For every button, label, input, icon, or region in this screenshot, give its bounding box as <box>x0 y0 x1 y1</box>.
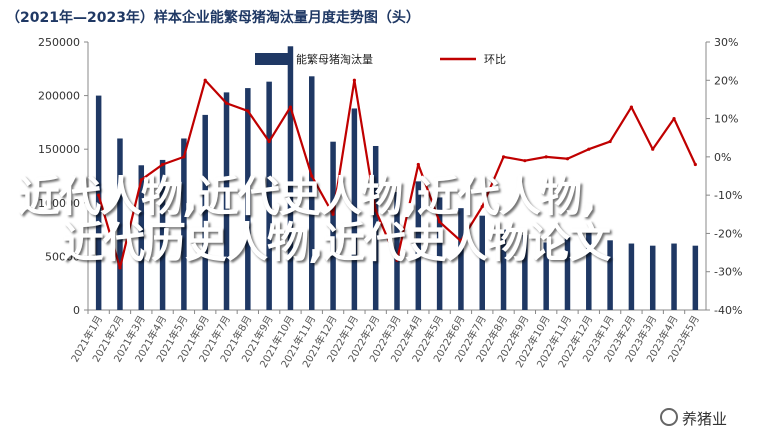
bar <box>628 243 635 310</box>
overlay-text-line-2: 近代历史人物,近代史人物论文 <box>62 218 611 267</box>
chart-title: （2021年—2023年）样本企业能繁母猪淘汰量月度走势图（头） <box>6 9 420 26</box>
line-point <box>395 258 399 262</box>
line-point <box>118 266 122 270</box>
line-point <box>501 155 506 159</box>
bar <box>415 181 422 310</box>
line-point <box>374 208 378 213</box>
bar <box>159 159 166 310</box>
bar <box>607 240 613 310</box>
left-tick-label: 150000 <box>38 143 80 156</box>
line-point <box>267 139 271 144</box>
right-tick-label: 20% <box>714 74 738 87</box>
bar-series <box>95 46 699 311</box>
line-point <box>565 157 570 161</box>
line-point <box>182 155 186 159</box>
x-axis-ticks: 2021年1月2021年2月2021年3月2021年4月2021年5月2021年… <box>68 310 702 370</box>
legend-swatch-bar <box>255 53 289 65</box>
right-tick-label: -40% <box>714 304 742 317</box>
bar <box>692 245 699 310</box>
bar <box>287 46 294 311</box>
line-point <box>331 212 335 216</box>
bar <box>479 215 485 310</box>
right-tick-label: -30% <box>714 266 742 279</box>
bar <box>649 245 656 310</box>
left-axis-ticks: 0 50000 100000 150000 200000 250000 <box>38 36 88 317</box>
line-point <box>246 109 250 113</box>
line-point <box>97 193 101 197</box>
line-point <box>416 162 420 167</box>
line-point <box>629 105 634 109</box>
wechat-icon <box>660 408 678 426</box>
overlay-text-line-1: 近代人物,近代史人物,近代人物, <box>18 172 597 221</box>
legend-label-line: 环比 <box>484 53 506 66</box>
bar <box>117 138 123 310</box>
watermark-text: 养猪业 <box>682 410 728 428</box>
line-point <box>310 174 314 178</box>
bar <box>351 108 358 311</box>
line-point <box>352 78 356 82</box>
line-point <box>693 162 697 167</box>
line-point <box>438 220 442 224</box>
legend: 能繁母猪淘汰量 环比 <box>255 52 506 66</box>
bar <box>671 243 677 310</box>
line-point <box>288 105 293 109</box>
right-tick-label: -10% <box>714 189 742 202</box>
line-point <box>480 205 484 209</box>
right-tick-label: -20% <box>714 227 742 240</box>
line-point <box>651 147 655 151</box>
left-tick-label: 100000 <box>38 197 80 210</box>
line-point <box>160 162 165 167</box>
bar <box>500 229 507 310</box>
left-tick-label: 200000 <box>38 90 80 103</box>
watermark: 养猪业 <box>660 408 727 429</box>
line-point <box>523 159 527 163</box>
bar <box>522 234 528 310</box>
bar <box>330 141 336 310</box>
left-tick-label: 0 <box>73 304 80 317</box>
bar <box>202 114 208 311</box>
bar <box>586 232 592 310</box>
bar <box>564 237 571 310</box>
line-series <box>97 78 697 270</box>
bar <box>245 88 251 310</box>
left-tick-label: 50000 <box>45 250 80 263</box>
legend-label-bar: 能繁母猪淘汰量 <box>296 52 373 66</box>
right-axis-ticks: -40% -30% -20% -10% 0% 10% 20% 30% <box>706 36 742 317</box>
bar <box>309 76 315 310</box>
line-point <box>672 116 676 121</box>
bar <box>458 208 464 310</box>
left-tick-label: 250000 <box>38 36 80 49</box>
bar <box>138 165 145 310</box>
right-tick-label: 0% <box>714 151 731 164</box>
line-point <box>544 155 548 159</box>
right-tick-label: 10% <box>714 113 738 126</box>
line-point <box>224 101 229 105</box>
line-point <box>139 178 143 182</box>
line-point <box>203 78 207 82</box>
line-point <box>608 139 612 144</box>
bar <box>372 145 379 310</box>
bar <box>436 197 443 310</box>
line-point <box>459 239 463 243</box>
bar <box>181 138 187 310</box>
line-point <box>587 147 591 151</box>
bar <box>394 192 400 310</box>
bar <box>95 95 102 310</box>
bar <box>543 242 549 310</box>
bar <box>223 92 230 310</box>
right-tick-label: 30% <box>714 36 738 49</box>
bar <box>266 81 272 310</box>
